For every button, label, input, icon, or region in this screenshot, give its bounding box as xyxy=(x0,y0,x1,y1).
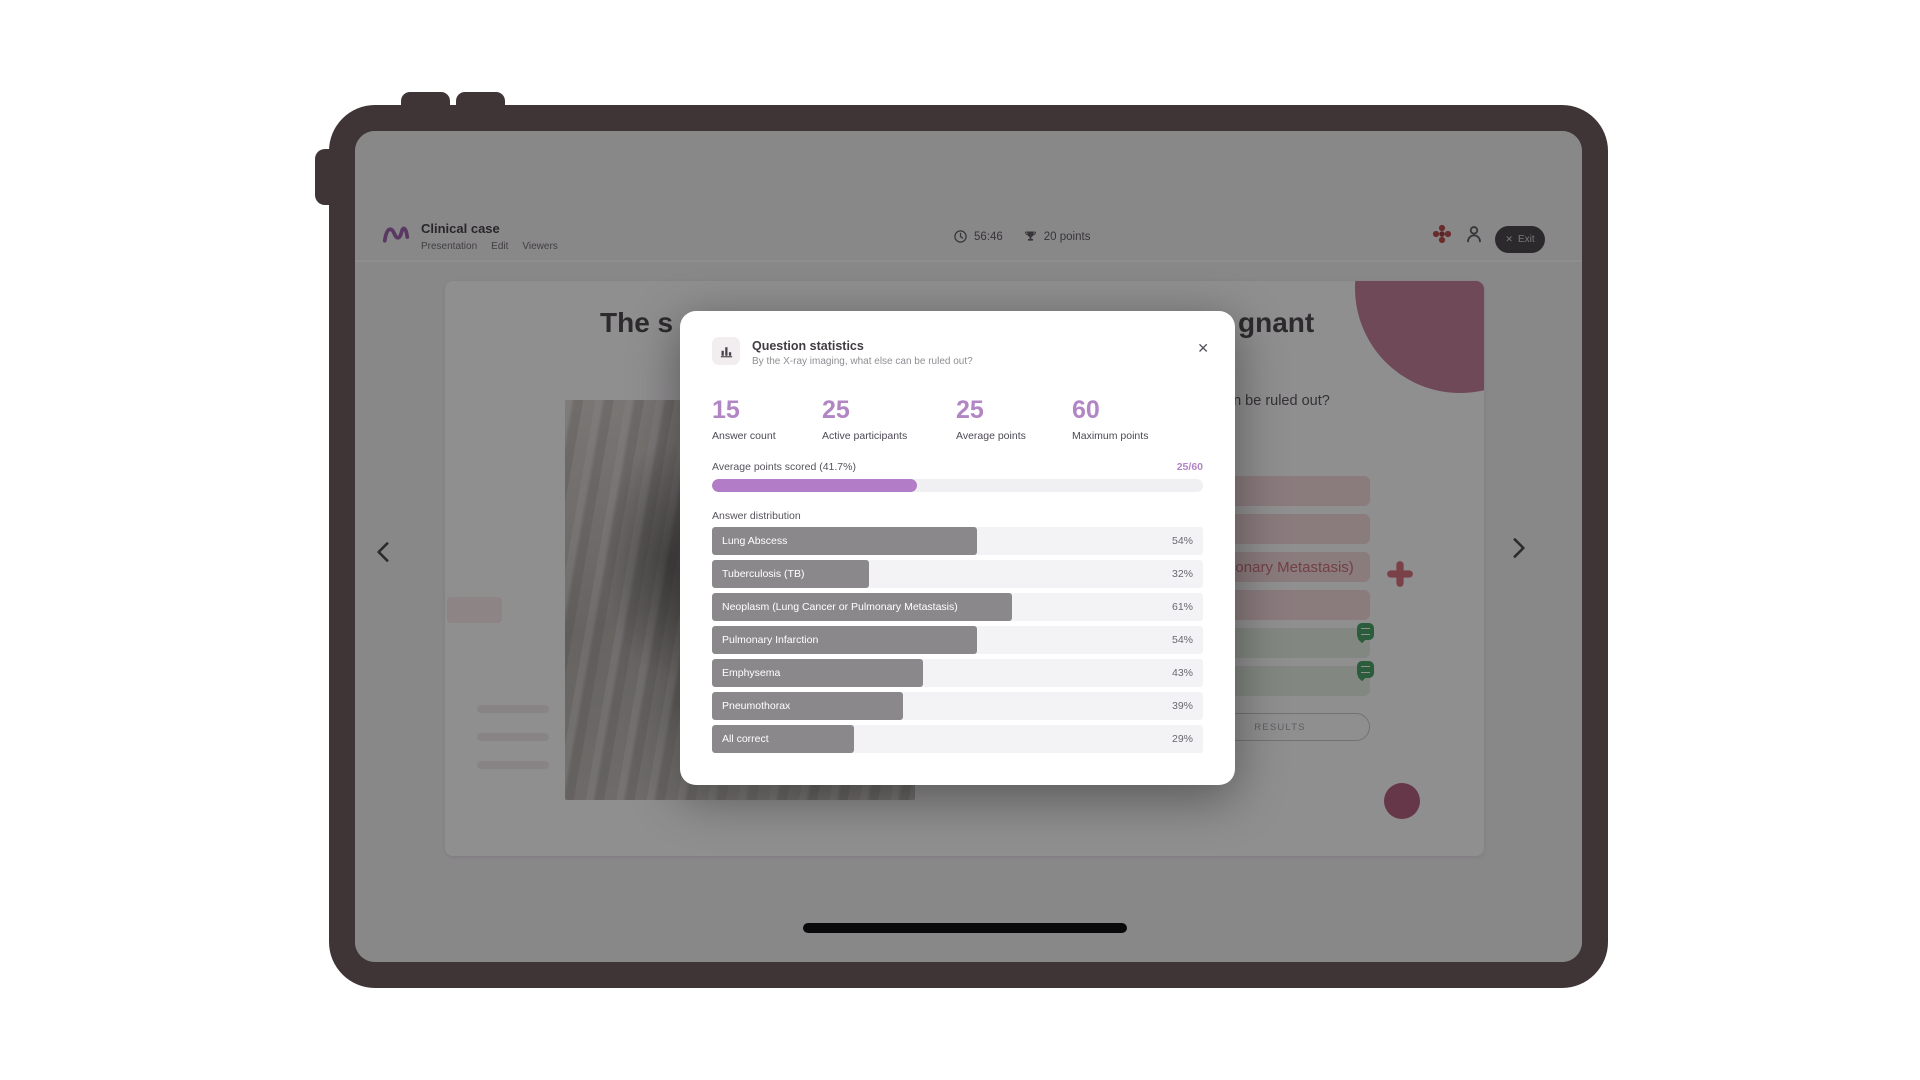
modal-heading-block: Question statistics By the X-ray imaging… xyxy=(752,337,973,367)
distribution-bar: Pneumothorax 39% xyxy=(712,692,1203,720)
stat-label: Active participants xyxy=(822,430,908,442)
exit-button[interactable]: ✕ Exit xyxy=(1495,226,1545,253)
bar-fill xyxy=(712,527,978,555)
answer-label: Lung Abscess xyxy=(722,535,788,547)
timer: 56:46 xyxy=(953,229,1003,244)
faded-text-line xyxy=(477,761,549,769)
progress-track xyxy=(712,479,1203,492)
header-tabs: Presentation Edit Viewers xyxy=(421,241,558,252)
mentimeter-logo-icon xyxy=(382,226,410,243)
comment-badge-icon xyxy=(1357,661,1374,678)
stat-answer-count: 15 Answer count xyxy=(712,396,822,443)
next-slide-chevron-icon[interactable] xyxy=(1503,533,1533,563)
answer-distribution-chart: Lung Abscess 54% Tuberculosis (TB) 32% N… xyxy=(712,527,1203,753)
stat-label: Maximum points xyxy=(1072,430,1149,442)
stat-value: 60 xyxy=(1072,396,1100,424)
progress-label: Average points scored (41.7%) xyxy=(712,461,856,473)
bar-fill xyxy=(712,692,904,720)
answer-label: Neoplasm (Lung Cancer or Pulmonary Metas… xyxy=(722,601,958,613)
answer-percent: 54% xyxy=(1171,535,1193,547)
answer-label: Tuberculosis (TB) xyxy=(722,568,805,580)
bar-chart-icon xyxy=(720,346,732,357)
chart-icon-chip xyxy=(712,337,740,365)
points: 20 points xyxy=(1023,229,1091,244)
reactions-flower-icon[interactable] xyxy=(1431,223,1453,245)
stat-maximum-points: 60 Maximum points xyxy=(1072,396,1149,443)
volume-button xyxy=(456,92,505,118)
tab-edit[interactable]: Edit xyxy=(491,241,509,252)
app-header: Clinical case Presentation Edit Viewers … xyxy=(355,131,1582,262)
slide-title-fragment-left: The s xyxy=(600,307,674,338)
bar-fill xyxy=(712,626,978,654)
stat-active-participants: 25 Active participants xyxy=(822,396,956,443)
slide-title-fragment-right: gnant xyxy=(1238,307,1315,338)
points-value: 20 points xyxy=(1043,230,1091,243)
distribution-bar: Pulmonary Infarction 54% xyxy=(712,626,1203,654)
bar-fill xyxy=(712,560,870,588)
bar-fill xyxy=(712,725,855,753)
distribution-bar: Tuberculosis (TB) 32% xyxy=(712,560,1203,588)
stat-value: 25 xyxy=(956,396,984,424)
clock-icon xyxy=(954,230,967,243)
trophy-icon xyxy=(1024,231,1036,241)
answer-label: Pneumothorax xyxy=(722,700,791,712)
bar-fill xyxy=(712,659,924,687)
answer-percent: 39% xyxy=(1171,700,1193,712)
distribution-bar: Neoplasm (Lung Cancer or Pulmonary Metas… xyxy=(712,593,1203,621)
tablet-device: Clinical case Presentation Edit Viewers … xyxy=(315,92,1608,988)
session-info: 56:46 20 points xyxy=(953,229,1090,244)
faded-option-placeholder xyxy=(447,597,502,623)
close-icon: ✕ xyxy=(1505,234,1513,244)
presentation-title: Clinical case xyxy=(421,221,500,236)
stat-label: Answer count xyxy=(712,430,776,442)
answer-percent: 43% xyxy=(1171,667,1193,679)
close-icon[interactable]: ✕ xyxy=(1197,340,1209,356)
answer-label: Pulmonary Infarction xyxy=(722,634,819,646)
timer-value: 56:46 xyxy=(974,230,1003,243)
question-text: an be ruled out? xyxy=(1225,393,1330,409)
answer-percent: 29% xyxy=(1171,733,1193,745)
distribution-title: Answer distribution xyxy=(712,510,801,522)
distribution-bar: Emphysema 43% xyxy=(712,659,1203,687)
decorative-dot xyxy=(1384,783,1420,819)
average-points-progress: Average points scored (41.7%) 25/60 xyxy=(712,461,1203,492)
comment-badge-icon xyxy=(1357,623,1374,640)
modal-header: Question statistics By the X-ray imaging… xyxy=(712,337,1209,371)
home-indicator[interactable] xyxy=(803,923,1127,933)
tab-presentation[interactable]: Presentation xyxy=(421,241,478,252)
tab-viewers[interactable]: Viewers xyxy=(522,241,558,252)
faded-text-line xyxy=(477,705,549,713)
answer-percent: 54% xyxy=(1171,634,1193,646)
distribution-bar: Lung Abscess 54% xyxy=(712,527,1203,555)
side-button xyxy=(315,149,335,205)
answer-label: Emphysema xyxy=(722,667,781,679)
progress-score: 25/60 xyxy=(1176,461,1203,473)
stat-label: Average points xyxy=(956,430,1026,442)
plus-icon[interactable] xyxy=(1385,559,1415,589)
modal-subtitle: By the X-ray imaging, what else can be r… xyxy=(752,356,973,367)
tablet-screen: Clinical case Presentation Edit Viewers … xyxy=(355,131,1582,962)
exit-label: Exit xyxy=(1517,234,1535,245)
answer-percent: 32% xyxy=(1171,568,1193,580)
stat-average-points: 25 Average points xyxy=(956,396,1072,443)
stats-row: 15 Answer count 25 Active participants 2… xyxy=(712,396,1203,443)
volume-button xyxy=(401,92,450,118)
distribution-bar: All correct 29% xyxy=(712,725,1203,753)
bar-fill xyxy=(712,593,1012,621)
answer-percent: 61% xyxy=(1171,601,1193,613)
stat-value: 25 xyxy=(822,396,850,424)
progress-fill xyxy=(712,479,917,492)
stat-value: 15 xyxy=(712,396,740,424)
question-statistics-modal: Question statistics By the X-ray imaging… xyxy=(680,311,1235,785)
faded-text-line xyxy=(477,733,549,741)
previous-slide-chevron-icon[interactable] xyxy=(369,537,399,567)
answer-label: All correct xyxy=(722,733,769,745)
modal-title: Question statistics xyxy=(752,339,864,353)
participants-icon[interactable] xyxy=(1463,223,1485,245)
